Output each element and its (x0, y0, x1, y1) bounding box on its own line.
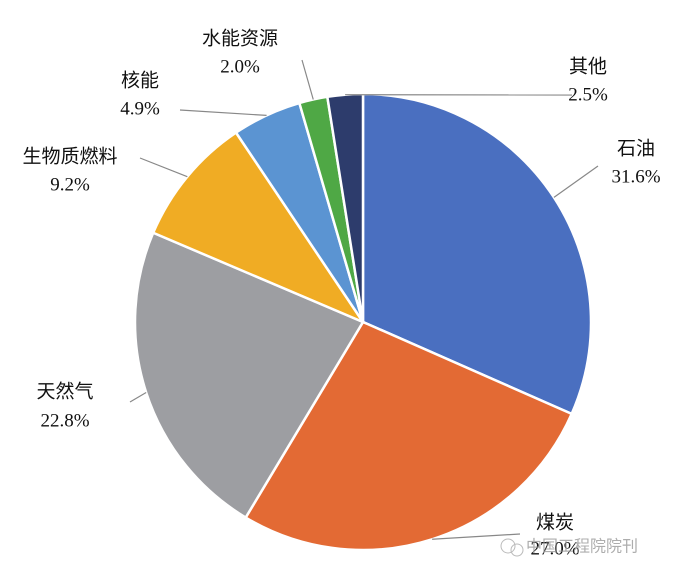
leader-line (180, 110, 267, 115)
value-label: 2.0% (220, 56, 260, 77)
value-label: 2.5% (568, 84, 608, 105)
slice-label: 石油 (617, 137, 655, 159)
leader-line (140, 158, 187, 177)
value-label: 9.2% (50, 174, 90, 195)
value-label: 4.9% (120, 98, 160, 119)
slice-label: 生物质燃料 (22, 145, 117, 167)
slice-label: 水能资源 (202, 27, 278, 49)
leader-line (554, 166, 598, 197)
slice-label: 其他 (569, 55, 607, 77)
value-label: 22.8% (40, 410, 89, 431)
watermark-text: 中国工程院院刊 (526, 538, 638, 556)
value-label: 31.6% (611, 166, 660, 187)
leader-line (130, 392, 146, 402)
slice-label: 煤炭 (536, 511, 574, 533)
watermark-icon (511, 544, 523, 556)
leader-line (302, 60, 313, 99)
watermark: 中国工程院院刊 (501, 538, 638, 556)
slice-label: 核能 (121, 69, 159, 91)
slice-label: 天然气 (36, 380, 93, 402)
